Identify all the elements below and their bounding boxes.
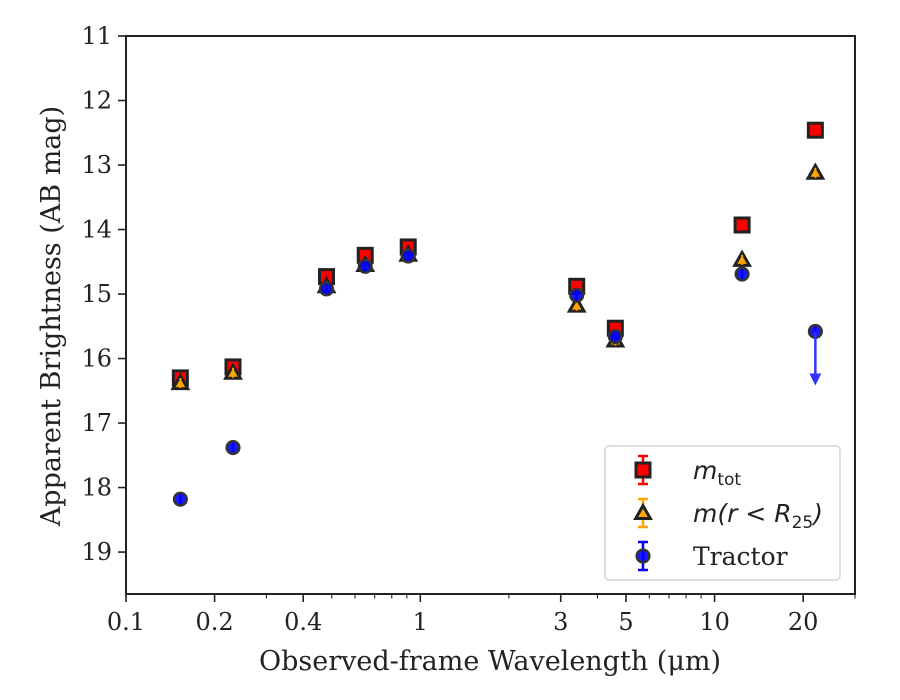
series-2 xyxy=(172,248,823,507)
y-tick-label: 13 xyxy=(81,151,112,179)
legend-label: Tractor xyxy=(693,542,788,571)
plot-frame xyxy=(125,35,856,595)
upper-limit-arrow xyxy=(809,373,822,386)
legend-marker xyxy=(635,548,651,564)
x-tick-label: 10 xyxy=(699,608,730,636)
legend-marker xyxy=(633,502,653,521)
y-tick-label: 16 xyxy=(81,345,112,373)
legend-box xyxy=(604,445,841,581)
x-tick-label: 0.1 xyxy=(107,608,145,636)
series-1 xyxy=(170,162,826,391)
y-tick-label: 17 xyxy=(81,409,112,437)
x-tick-label: 20 xyxy=(788,608,819,636)
legend: mtot m(r < R25) Tractor xyxy=(604,445,841,581)
x-tick-label: 3 xyxy=(553,608,568,636)
y-tick-label: 19 xyxy=(81,538,112,566)
legend-marker xyxy=(634,461,652,479)
legend-label: m(r < R25) xyxy=(693,499,823,533)
y-tick-label: 14 xyxy=(81,216,112,244)
legend-label: mtot xyxy=(693,456,741,490)
x-tick-label: 5 xyxy=(618,608,633,636)
y-tick-label: 15 xyxy=(81,280,112,308)
x-tick-label: 0.2 xyxy=(196,608,234,636)
y-axis-label: Apparent Brightness (AB mag) xyxy=(36,106,67,527)
y-tick-label: 18 xyxy=(81,474,112,502)
x-tick-label: 1 xyxy=(413,608,428,636)
x-tick-label: 0.4 xyxy=(284,608,322,636)
x-axis-label: Observed-frame Wavelength (μm) xyxy=(259,646,721,677)
y-tick-label: 11 xyxy=(81,22,112,50)
series-0 xyxy=(171,121,824,387)
y-tick-label: 12 xyxy=(81,87,112,115)
plot-area xyxy=(170,121,826,507)
